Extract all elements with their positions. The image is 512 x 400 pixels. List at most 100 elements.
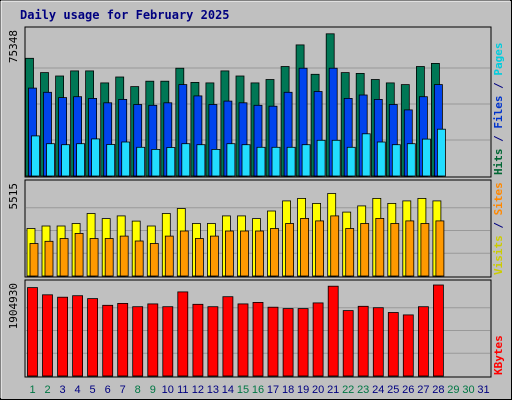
x-tick-label: 26 xyxy=(402,384,414,396)
x-tick-label: 3 xyxy=(60,384,66,396)
bar-pages-day-27 xyxy=(421,138,431,177)
x-tick-label: 13 xyxy=(207,384,219,396)
bar-sites-day-13 xyxy=(209,235,219,277)
bar-pages-day-21 xyxy=(331,139,341,177)
bar-pages-day-2 xyxy=(46,143,55,177)
bar-pages-day-23 xyxy=(361,133,371,177)
x-tick-label: 1 xyxy=(29,384,35,396)
bar-sites-day-4 xyxy=(74,232,84,277)
bar-kbytes-day-2 xyxy=(42,294,53,377)
series-legend: Visits / Sites xyxy=(492,182,505,275)
bar-sites-day-9 xyxy=(149,243,159,277)
visits-panel: 5515 Visits / Sites xyxy=(7,179,505,278)
legend-entry: Sites xyxy=(492,182,505,215)
bar-sites-day-6 xyxy=(104,238,114,277)
bar-kbytes-day-22 xyxy=(342,310,354,377)
legend-entry: Pages xyxy=(492,43,505,76)
bar-kbytes-day-23 xyxy=(357,305,369,377)
bar-sites-day-8 xyxy=(134,240,144,277)
bar-pages-day-19 xyxy=(301,144,311,177)
bar-sites-day-24 xyxy=(375,217,385,277)
bar-sites-day-16 xyxy=(255,230,264,277)
x-tick-label: 11 xyxy=(177,384,188,396)
bar-pages-day-5 xyxy=(91,138,100,177)
x-tick-label: 21 xyxy=(327,384,339,396)
x-tick-label: 2 xyxy=(44,384,50,396)
bar-pages-day-22 xyxy=(346,146,356,177)
bar-sites-day-3 xyxy=(59,238,69,277)
x-tick-label: 18 xyxy=(282,384,294,396)
bar-kbytes-day-8 xyxy=(132,306,144,377)
x-tick-label: 20 xyxy=(312,384,324,396)
bar-kbytes-day-18 xyxy=(282,308,294,377)
bar-sites-day-12 xyxy=(194,238,204,277)
bar-pages-day-20 xyxy=(316,139,326,177)
legend-entry: Visits xyxy=(492,235,505,275)
x-tick-label: 5 xyxy=(90,384,96,396)
x-tick-label: 12 xyxy=(192,384,204,396)
bar-sites-day-11 xyxy=(179,230,189,277)
legend-entry: / xyxy=(492,76,505,96)
bar-sites-day-15 xyxy=(240,230,249,277)
series-legend: Hits / Files / Pages xyxy=(492,43,505,176)
bar-sites-day-5 xyxy=(89,238,99,277)
bar-sites-day-10 xyxy=(164,235,174,277)
bar-kbytes-day-16 xyxy=(252,301,264,377)
bar-sites-day-2 xyxy=(44,240,54,277)
x-tick-label: 8 xyxy=(135,384,141,396)
bar-pages-day-11 xyxy=(181,143,191,177)
bar-pages-day-9 xyxy=(151,148,161,177)
bar-kbytes-day-11 xyxy=(177,291,189,377)
axis-max-label: 5515 xyxy=(7,183,20,210)
chart-title: Daily usage for February 2025 xyxy=(20,8,230,22)
bar-sites-day-1 xyxy=(29,243,39,277)
series-legend: KBytes xyxy=(492,335,505,375)
bar-kbytes-day-28 xyxy=(432,284,444,377)
bar-sites-day-17 xyxy=(270,228,279,277)
bar-kbytes-day-7 xyxy=(117,302,129,377)
x-tick-label: 9 xyxy=(150,384,156,396)
x-tick-label: 25 xyxy=(387,384,399,396)
bar-kbytes-day-24 xyxy=(372,307,384,377)
bar-pages-day-8 xyxy=(136,146,146,177)
bar-kbytes-day-15 xyxy=(237,303,249,377)
bar-pages-day-13 xyxy=(211,148,221,177)
x-tick-label: 14 xyxy=(222,384,234,396)
bar-kbytes-day-13 xyxy=(207,306,219,377)
x-tick-label: 31 xyxy=(477,384,489,396)
bar-sites-day-23 xyxy=(360,223,370,277)
bar-pages-day-10 xyxy=(166,147,176,177)
x-tick-label: 24 xyxy=(372,384,384,396)
bar-kbytes-day-3 xyxy=(57,296,68,377)
bar-pages-day-4 xyxy=(76,143,85,177)
bar-sites-day-26 xyxy=(405,220,415,277)
x-tick-label: 23 xyxy=(357,384,369,396)
x-tick-label: 29 xyxy=(447,384,459,396)
bar-sites-day-27 xyxy=(420,223,430,277)
bar-kbytes-day-12 xyxy=(192,303,204,377)
bar-pages-day-15 xyxy=(241,144,251,177)
bar-pages-day-6 xyxy=(106,144,116,177)
bar-sites-day-19 xyxy=(300,217,310,277)
x-tick-label: 30 xyxy=(462,384,474,396)
bar-pages-day-16 xyxy=(256,146,266,177)
bar-pages-day-18 xyxy=(286,146,296,177)
x-tick-label: 10 xyxy=(162,384,174,396)
x-tick-label: 16 xyxy=(252,384,264,396)
bar-sites-day-22 xyxy=(345,228,355,277)
axis-max-label: 1904930 xyxy=(7,283,20,329)
x-tick-label: 15 xyxy=(237,384,249,396)
bar-sites-day-20 xyxy=(315,220,325,277)
x-tick-label: 19 xyxy=(297,384,309,396)
bar-kbytes-day-21 xyxy=(327,285,339,377)
bar-sites-day-25 xyxy=(390,223,400,277)
bar-sites-day-28 xyxy=(435,220,445,277)
legend-entry: Files xyxy=(492,96,505,129)
x-tick-label: 17 xyxy=(267,384,279,396)
legend-entry: KBytes xyxy=(492,335,505,375)
bar-pages-day-26 xyxy=(406,143,416,177)
kbytes-panel: 1904930 KBytes xyxy=(7,279,505,378)
bar-pages-day-28 xyxy=(436,128,446,177)
bar-sites-day-14 xyxy=(224,230,234,277)
